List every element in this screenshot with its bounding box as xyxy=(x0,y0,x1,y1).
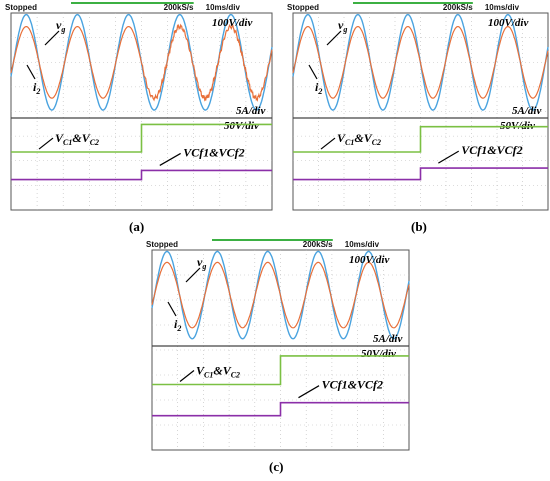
vcf-label: VCf1&VCf2 xyxy=(461,143,522,157)
vg-label: vg xyxy=(197,255,206,271)
vg-label: vg xyxy=(338,18,347,34)
sample-rate: 200kS/s xyxy=(443,3,473,12)
vc-arrow xyxy=(179,370,195,382)
vg-arrow xyxy=(44,30,60,46)
voltage-scale: 100V/div xyxy=(349,254,389,266)
current-scale: 5A/div xyxy=(373,333,402,345)
vc1-vc2-label: VC1&VC2 xyxy=(55,131,99,147)
current-scale: 5A/div xyxy=(236,105,265,117)
lower-scale: 50V/div xyxy=(361,348,396,360)
i2-trace xyxy=(151,261,410,329)
sample-rate: 200kS/s xyxy=(303,240,333,249)
i2-trace xyxy=(292,26,549,99)
trigger-bar xyxy=(353,2,473,4)
i2-label: i2 xyxy=(315,80,322,96)
vc1-vc2-trace xyxy=(152,355,409,386)
trigger-bar xyxy=(71,2,194,4)
vc1-vc2-trace xyxy=(293,125,548,153)
i2-arrow xyxy=(167,301,177,317)
vc1-vc2-label: VC1&VC2 xyxy=(196,363,240,379)
i2-label: i2 xyxy=(174,317,181,333)
time-scale: 10ms/div xyxy=(206,3,241,12)
caption-b: (b) xyxy=(411,219,427,234)
i2-trace xyxy=(10,23,273,103)
scope-panel-a: Stopped 200kS/s 10ms/div vg i2 100V/div 5A/div… xyxy=(5,2,273,211)
vcf-trace xyxy=(11,169,272,181)
lower-scale: 50V/div xyxy=(224,120,259,132)
time-scale: 10ms/div xyxy=(485,3,520,12)
vcf-label: VCf1&VCf2 xyxy=(322,378,383,392)
voltage-scale: 100V/div xyxy=(212,17,252,29)
scope-panel-c: Stopped 200kS/s 10ms/div vg i2 100V/div 5A/div… xyxy=(146,239,410,451)
i2-arrow xyxy=(308,64,318,80)
scope-screen xyxy=(10,12,273,211)
scope-panel-b: Stopped 200kS/s 10ms/div vg i2 100V/div 5A/div… xyxy=(287,2,549,211)
vcf-trace xyxy=(293,167,548,181)
current-scale: 5A/div xyxy=(512,105,541,117)
vcf-arrow xyxy=(159,152,181,166)
vc-arrow xyxy=(320,137,336,150)
caption-c: (c) xyxy=(269,459,284,474)
time-scale: 10ms/div xyxy=(345,240,380,249)
status-text: Stopped xyxy=(5,3,37,12)
status-text: Stopped xyxy=(146,240,178,249)
trigger-bar xyxy=(212,239,333,241)
vc-arrow xyxy=(38,137,54,150)
caption-a: (a) xyxy=(129,219,145,234)
sample-rate: 200kS/s xyxy=(164,3,194,12)
voltage-scale: 100V/div xyxy=(488,17,528,29)
vg-arrow xyxy=(185,267,201,283)
vcf-trace xyxy=(152,401,409,417)
vc1-vc2-trace xyxy=(11,123,272,153)
vcf-arrow xyxy=(298,385,320,399)
i2-label: i2 xyxy=(33,80,40,96)
vg-arrow xyxy=(326,30,342,46)
i2-arrow xyxy=(26,64,36,80)
status-text: Stopped xyxy=(287,3,319,12)
vc1-vc2-label: VC1&VC2 xyxy=(337,131,381,147)
vcf-label: VCf1&VCf2 xyxy=(183,145,244,159)
vcf-arrow xyxy=(438,150,460,164)
vg-label: vg xyxy=(56,18,65,34)
